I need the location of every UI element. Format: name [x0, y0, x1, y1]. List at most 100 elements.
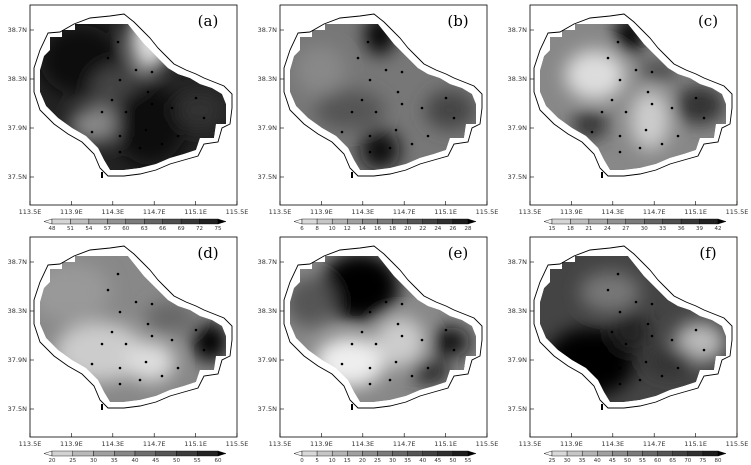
colorbar-segment: [437, 218, 454, 225]
shading: [540, 256, 726, 402]
marker: [601, 404, 603, 410]
colorbar-label: 75: [699, 458, 706, 464]
colorbar-end: [43, 218, 53, 225]
colorbar-end: [543, 450, 553, 457]
colorbar-segment: [301, 218, 318, 225]
station: [624, 110, 628, 114]
colorbar-segment: [331, 218, 348, 225]
shade-blob: [192, 322, 226, 362]
marker: [351, 172, 353, 178]
station: [138, 378, 142, 382]
lat-label: 38.3N: [8, 75, 27, 83]
colorbar-label: 22: [419, 226, 426, 232]
shade-blob: [580, 272, 640, 312]
lon-label: 114.7E: [143, 440, 166, 448]
lon-label: 113.9E: [60, 440, 83, 448]
station: [374, 342, 378, 346]
colorbar-label: 45: [152, 458, 159, 464]
shade-blob: [565, 50, 625, 100]
station: [452, 116, 456, 120]
station: [118, 134, 122, 138]
boundary: [283, 13, 483, 177]
colorbar-segment: [627, 450, 643, 457]
station: [124, 342, 128, 346]
boundary: [33, 13, 233, 177]
colorbar-label: 35: [111, 458, 118, 464]
lon-label: 114.7E: [643, 440, 666, 448]
station: [144, 360, 148, 364]
colorbar-label: 24: [604, 226, 611, 232]
colorbar-segment: [362, 450, 378, 457]
colorbar-segment: [107, 218, 126, 225]
colorbar-segment: [566, 450, 583, 457]
station: [356, 56, 360, 60]
colorbar-segment: [588, 218, 608, 225]
shading: [290, 256, 476, 402]
station: [134, 68, 138, 72]
colorbar-label: 15: [549, 226, 556, 232]
boundary: [283, 245, 483, 409]
panel-label: (f): [699, 244, 716, 262]
colorbar-segment: [422, 450, 439, 457]
lon-label: 115.5E: [726, 208, 749, 216]
station: [670, 106, 674, 110]
shade-blob: [425, 90, 475, 130]
colorbar-segment: [301, 450, 318, 457]
lon-label: 115.1E: [184, 440, 207, 448]
station: [90, 362, 94, 366]
shade-blobs: [565, 24, 725, 150]
colorbar-label: 21: [585, 226, 592, 232]
colorbar-label: 50: [624, 458, 631, 464]
colorbar-label: 80: [715, 458, 722, 464]
lon-label: 115.1E: [184, 208, 207, 216]
lon-label: 114.3E: [101, 208, 124, 216]
lon-label: 114.3E: [601, 440, 624, 448]
colorbar-end: [217, 218, 227, 225]
station: [160, 142, 164, 146]
colorbar-segment: [72, 450, 94, 457]
plot-frame: [529, 236, 738, 438]
colorbar-segment: [597, 450, 613, 457]
colorbar-label: 26: [449, 226, 456, 232]
colorbar-label: 16: [374, 226, 381, 232]
colorbar-label: 50: [449, 458, 456, 464]
station: [118, 150, 122, 154]
station: [670, 338, 674, 342]
station: [134, 300, 138, 304]
colorbar-label: 45: [434, 458, 441, 464]
station: [170, 106, 174, 110]
shade-blob: [315, 90, 385, 130]
station: [116, 40, 120, 44]
boundary: [533, 13, 733, 177]
marker: [351, 404, 353, 410]
lon-label: 113.5E: [269, 440, 292, 448]
lat-label: 38.7N: [258, 26, 277, 34]
station: [144, 128, 148, 132]
colorbar-label: 54: [85, 226, 92, 232]
station: [394, 128, 398, 132]
colorbar-segment: [197, 450, 219, 457]
panel-label: (e): [448, 244, 469, 262]
lon-label: 114.7E: [143, 208, 166, 216]
colorbar-segment: [612, 450, 628, 457]
station: [368, 134, 372, 138]
colorbar-label: 20: [49, 458, 56, 464]
station: [644, 128, 648, 132]
lon-label: 115.1E: [684, 208, 707, 216]
colorbar-segment: [702, 450, 719, 457]
station: [646, 90, 650, 94]
colorbar-label: 51: [67, 226, 74, 232]
station: [138, 146, 142, 150]
colorbar-label: 25: [549, 458, 556, 464]
colorbar-label: 5: [315, 458, 319, 464]
station: [150, 70, 154, 74]
station: [616, 272, 620, 276]
colorbar-segment: [70, 218, 90, 225]
colorbar-segment: [392, 218, 408, 225]
lat-label: 37.9N: [8, 124, 27, 132]
station: [660, 374, 664, 378]
plot-frame: [279, 4, 488, 206]
colorbar-segment: [642, 450, 658, 457]
station: [90, 130, 94, 134]
lat-label: 38.3N: [508, 75, 527, 83]
